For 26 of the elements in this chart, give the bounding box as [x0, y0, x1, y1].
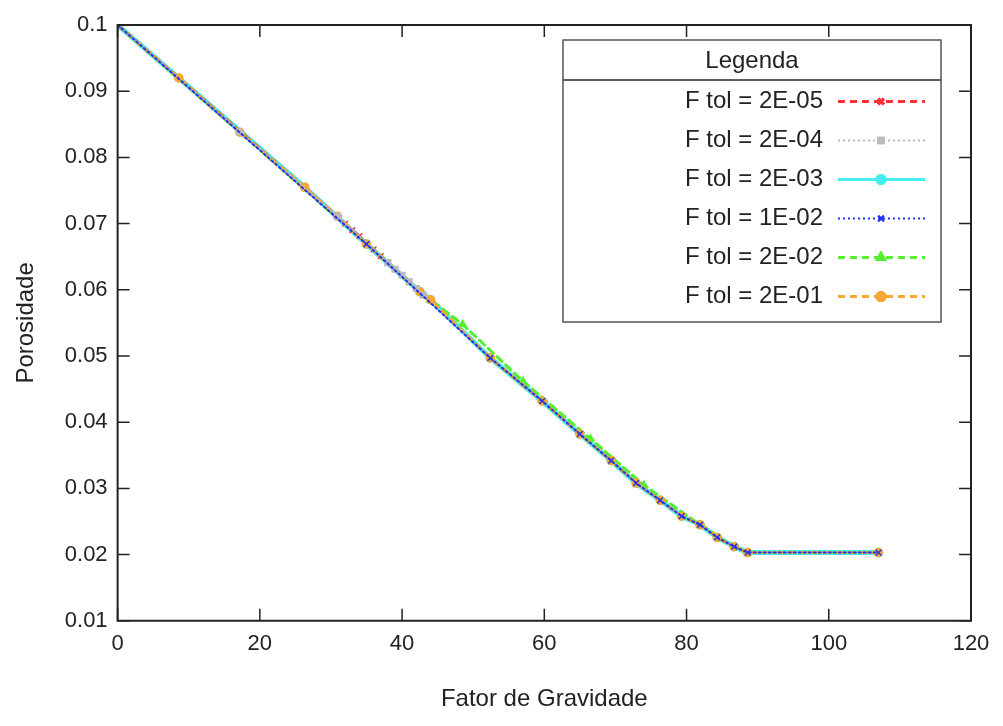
x-tick-label: 120: [952, 630, 990, 656]
y-axis-title: Porosidade: [11, 262, 39, 384]
x-axis-title: Fator de Gravidade: [440, 684, 648, 712]
x-tick-label: 20: [247, 630, 273, 656]
legend-label: F tol = 2E-02: [684, 242, 823, 270]
legend-label: F tol = 2E-05: [684, 86, 823, 114]
y-tick-label: 0.1: [77, 11, 108, 37]
x-tick-label: 100: [810, 630, 848, 656]
legend-label: F tol = 1E-02: [684, 203, 823, 231]
y-tick-label: 0.06: [64, 275, 108, 301]
y-tick-label: 0.01: [64, 606, 108, 632]
y-tick-label: 0.09: [64, 77, 108, 103]
x-tick-label: 0: [111, 630, 124, 656]
y-tick-label: 0.04: [64, 408, 108, 434]
legend-title: Legenda: [705, 45, 800, 73]
y-tick-label: 0.05: [64, 342, 108, 368]
x-tick-label: 60: [532, 630, 557, 656]
y-tick-label: 0.07: [64, 209, 108, 235]
x-tick-label: 80: [674, 630, 699, 656]
legend-label: F tol = 2E-03: [684, 164, 823, 192]
y-tick-label: 0.02: [64, 540, 108, 566]
legend-label: F tol = 2E-04: [684, 125, 823, 153]
y-tick-label: 0.08: [64, 143, 108, 169]
legend-label: F tol = 2E-01: [684, 281, 823, 309]
x-tick-label: 40: [389, 630, 415, 656]
y-tick-label: 0.03: [64, 474, 108, 500]
